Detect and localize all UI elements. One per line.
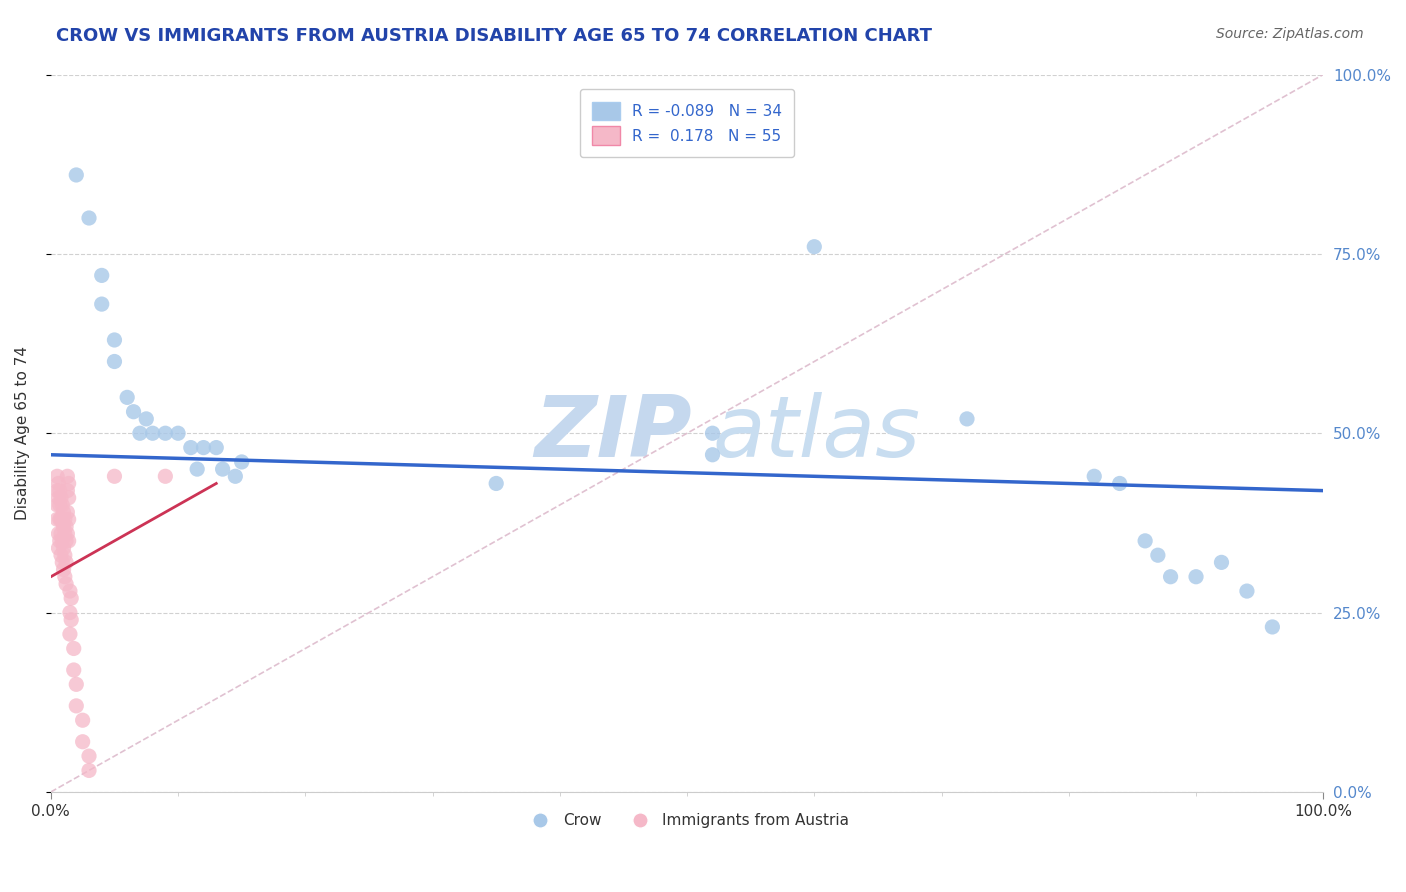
Point	[58, 512, 80, 526]
Point	[1083, 469, 1105, 483]
Point	[51, 498, 73, 512]
Point	[59, 627, 82, 641]
Point	[1261, 620, 1284, 634]
Point	[135, 412, 157, 426]
Y-axis label: Disability Age 65 to 74: Disability Age 65 to 74	[15, 346, 30, 520]
Point	[155, 469, 177, 483]
Point	[103, 333, 125, 347]
Point	[48, 512, 70, 526]
Point	[129, 426, 152, 441]
Point	[155, 426, 177, 441]
Point	[52, 563, 75, 577]
Point	[77, 749, 100, 764]
Point	[56, 469, 79, 483]
Point	[186, 462, 208, 476]
Point	[142, 426, 165, 441]
Point	[48, 541, 70, 555]
Point	[55, 555, 77, 569]
Point	[1185, 570, 1208, 584]
Point	[702, 448, 724, 462]
Point	[115, 390, 138, 404]
Text: Source: ZipAtlas.com: Source: ZipAtlas.com	[1216, 27, 1364, 41]
Point	[56, 526, 79, 541]
Point	[52, 519, 75, 533]
Point	[53, 526, 76, 541]
Point	[90, 297, 112, 311]
Point	[65, 698, 87, 713]
Point	[485, 476, 508, 491]
Point	[55, 577, 77, 591]
Point	[103, 469, 125, 483]
Point	[1236, 584, 1258, 599]
Point	[58, 533, 80, 548]
Point	[46, 498, 69, 512]
Point	[58, 491, 80, 505]
Point	[48, 491, 70, 505]
Text: CROW VS IMMIGRANTS FROM AUSTRIA DISABILITY AGE 65 TO 74 CORRELATION CHART: CROW VS IMMIGRANTS FROM AUSTRIA DISABILI…	[56, 27, 932, 45]
Point	[231, 455, 253, 469]
Point	[803, 240, 825, 254]
Point	[193, 441, 215, 455]
Point	[62, 663, 84, 677]
Point	[48, 526, 70, 541]
Point	[122, 405, 145, 419]
Point	[56, 505, 79, 519]
Point	[59, 606, 82, 620]
Point	[48, 498, 70, 512]
Point	[49, 491, 72, 505]
Point	[46, 512, 69, 526]
Point	[56, 483, 79, 498]
Point	[702, 426, 724, 441]
Point	[65, 677, 87, 691]
Point	[1108, 476, 1130, 491]
Point	[103, 354, 125, 368]
Point	[55, 519, 77, 533]
Point	[62, 641, 84, 656]
Legend: Crow, Immigrants from Austria: Crow, Immigrants from Austria	[519, 807, 856, 835]
Point	[49, 548, 72, 562]
Point	[59, 584, 82, 599]
Point	[205, 441, 228, 455]
Point	[49, 526, 72, 541]
Point	[60, 613, 83, 627]
Point	[51, 512, 73, 526]
Point	[180, 441, 202, 455]
Point	[1211, 555, 1233, 569]
Point	[211, 462, 233, 476]
Point	[956, 412, 979, 426]
Point	[48, 483, 70, 498]
Point	[72, 735, 94, 749]
Point	[52, 505, 75, 519]
Point	[53, 548, 76, 562]
Text: ZIP: ZIP	[534, 392, 692, 475]
Point	[51, 533, 73, 548]
Point	[52, 541, 75, 555]
Point	[167, 426, 190, 441]
Point	[51, 555, 73, 569]
Point	[53, 570, 76, 584]
Point	[72, 713, 94, 727]
Point	[1160, 570, 1182, 584]
Point	[48, 476, 70, 491]
Point	[48, 533, 70, 548]
Point	[46, 483, 69, 498]
Point	[77, 211, 100, 225]
Point	[55, 533, 77, 548]
Point	[53, 512, 76, 526]
Point	[90, 268, 112, 283]
Point	[65, 168, 87, 182]
Point	[77, 764, 100, 778]
Point	[1133, 533, 1156, 548]
Point	[49, 512, 72, 526]
Point	[1147, 548, 1170, 562]
Point	[224, 469, 246, 483]
Text: atlas: atlas	[713, 392, 921, 475]
Point	[58, 476, 80, 491]
Point	[46, 469, 69, 483]
Point	[60, 591, 83, 606]
